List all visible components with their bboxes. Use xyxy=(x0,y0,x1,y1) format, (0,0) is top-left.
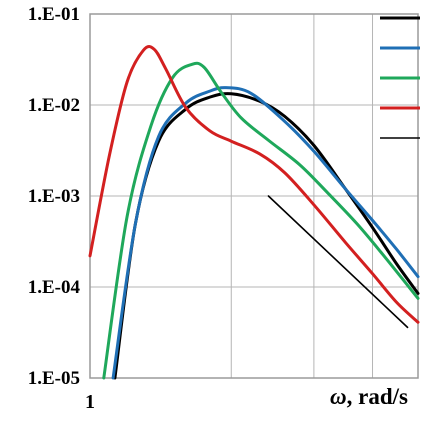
y-tick-label: 1.E-01 xyxy=(28,4,80,25)
legend xyxy=(380,16,420,139)
y-tick-label: 1.E-05 xyxy=(28,368,80,389)
y-tick-label: 1.E-03 xyxy=(28,186,80,207)
gridlines xyxy=(89,13,419,379)
y-tick-label: 1.E-02 xyxy=(28,95,80,116)
plot-border xyxy=(89,13,419,379)
series-line-2 xyxy=(111,86,420,380)
x-axis-label-units: , rad/s xyxy=(347,384,408,409)
series-line-4 xyxy=(88,45,420,324)
x-axis-label-symbol: ω xyxy=(330,384,347,409)
series-layer xyxy=(88,45,420,380)
plot-area xyxy=(89,13,419,379)
x-axis-tick-labels: 1 xyxy=(85,391,95,413)
y-tick-label: 1.E-04 xyxy=(28,277,81,298)
x-axis-label: ω, rad/s xyxy=(330,384,408,409)
series-line-5 xyxy=(267,195,409,329)
x-tick-label: 1 xyxy=(85,391,95,413)
series-line-3 xyxy=(102,61,420,380)
y-axis-tick-labels: 1.E-01 1.E-02 1.E-03 1.E-04 1.E-05 xyxy=(28,4,81,389)
